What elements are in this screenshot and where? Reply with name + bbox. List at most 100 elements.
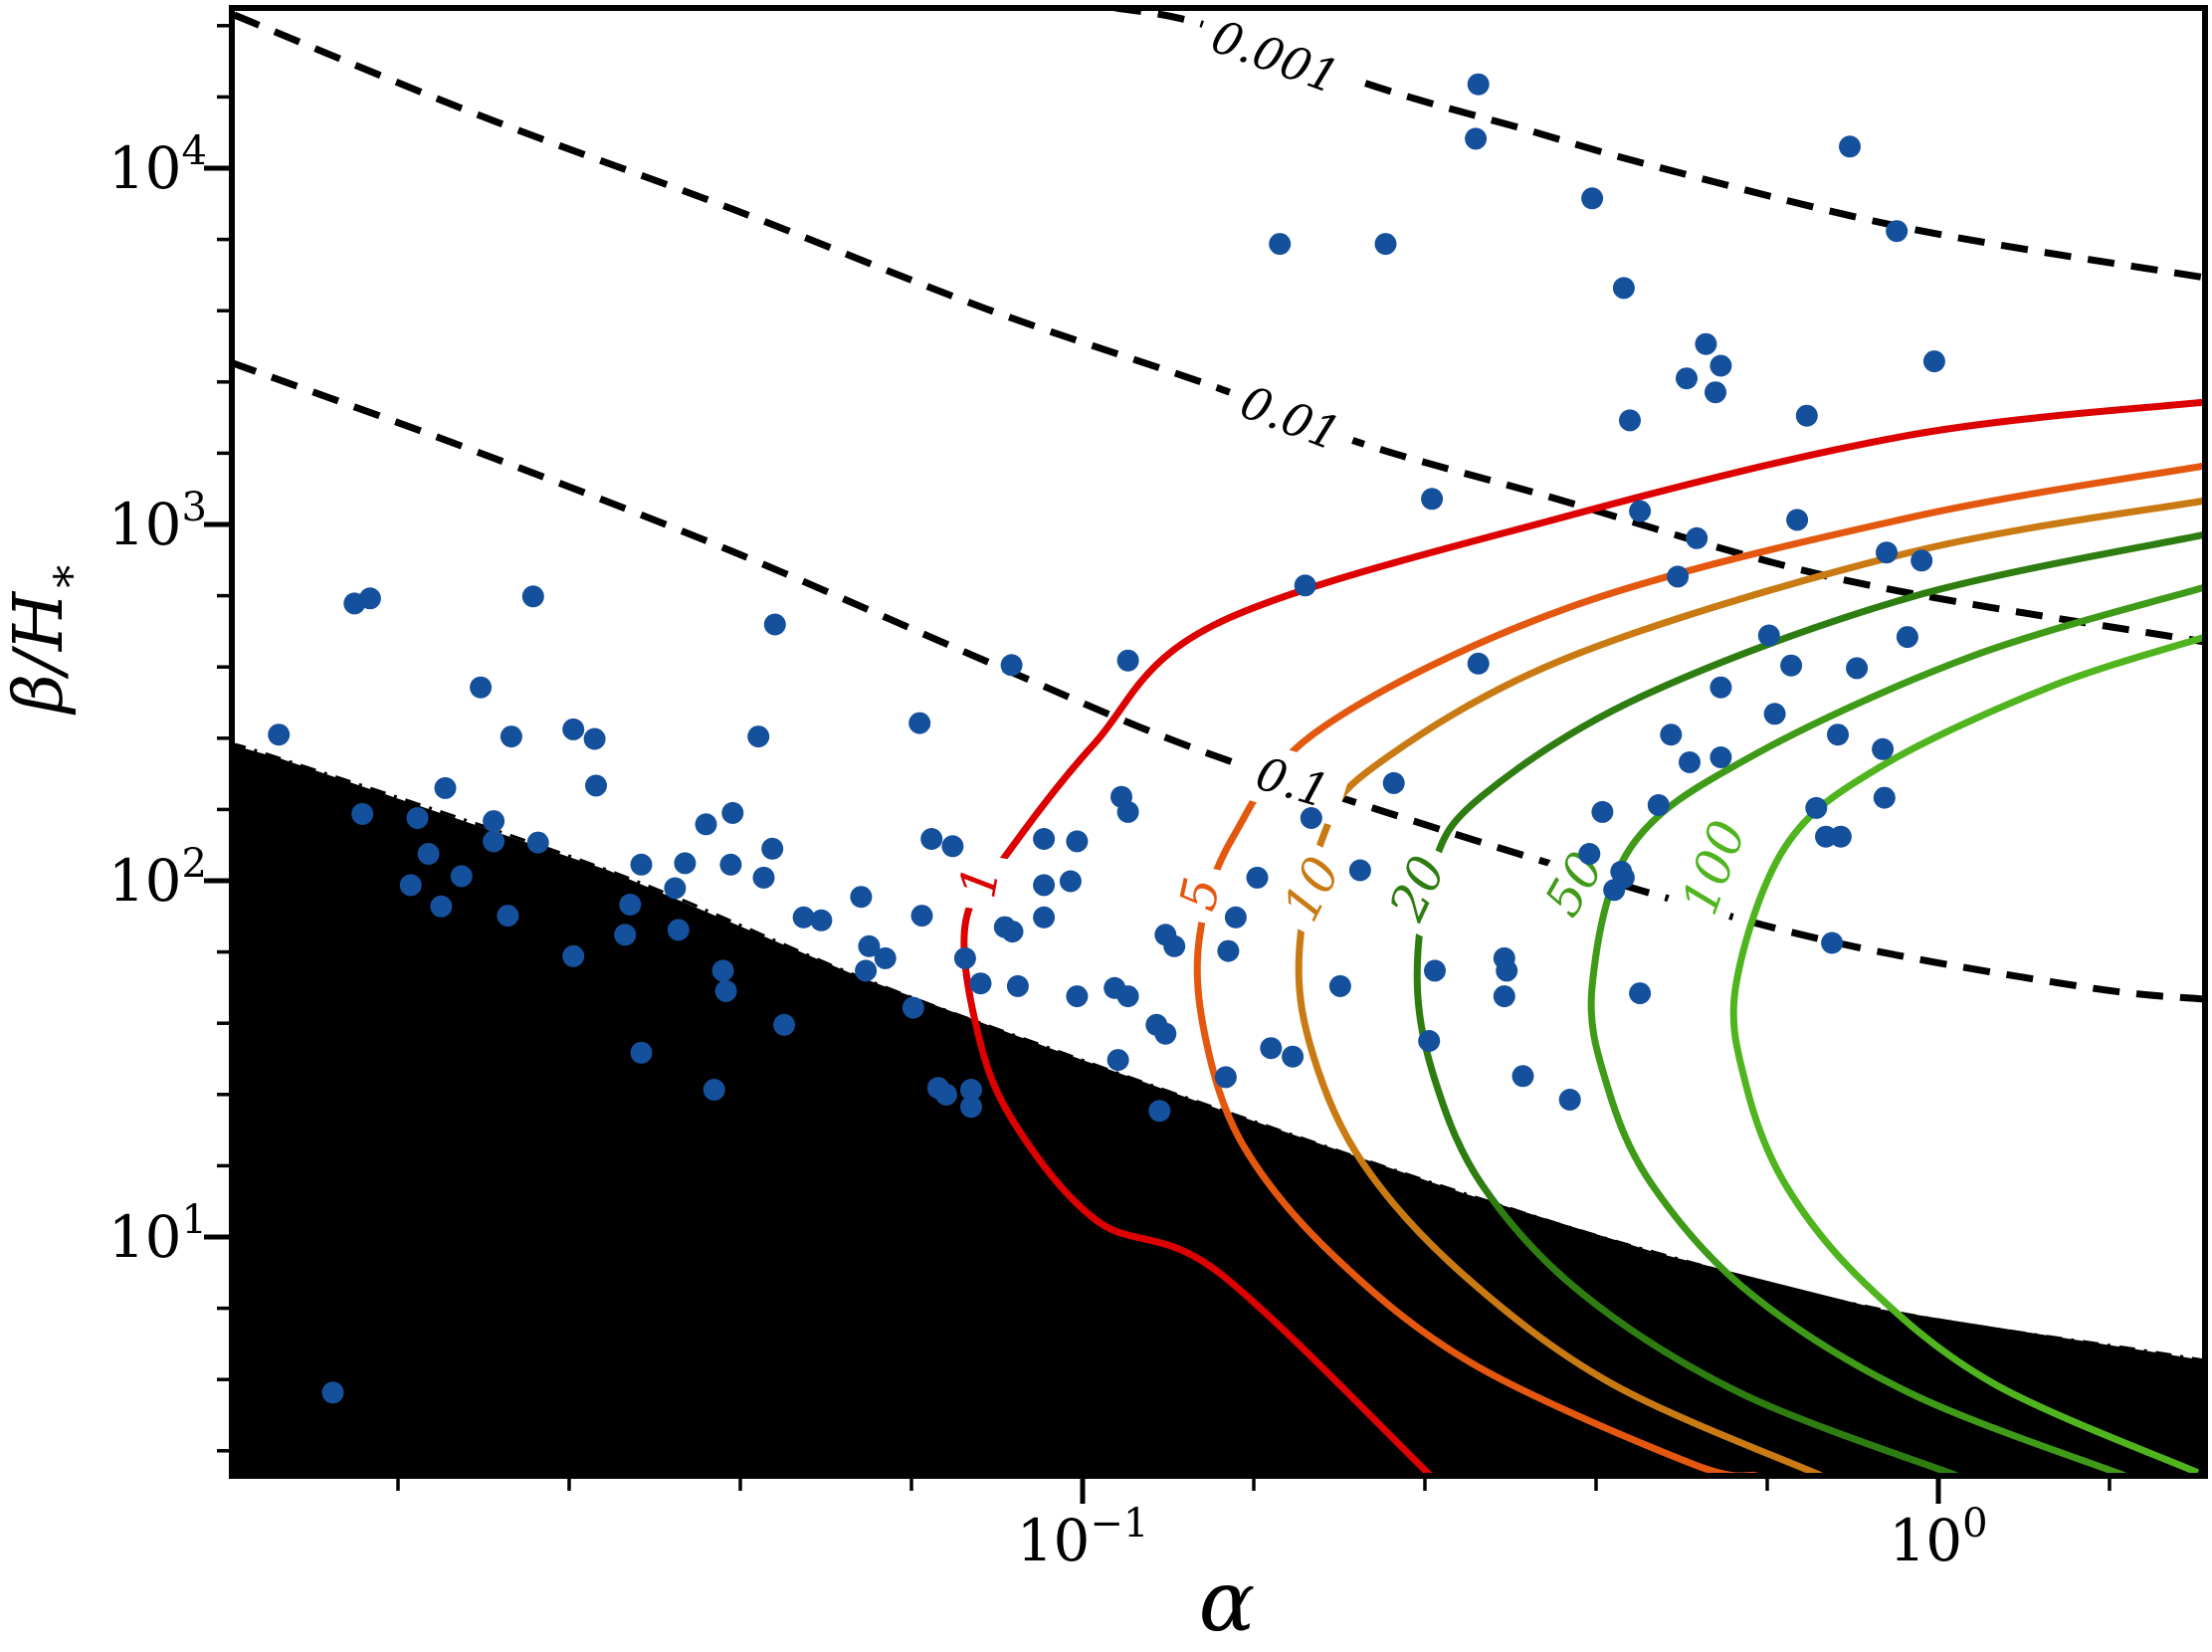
scatter-point — [406, 807, 429, 829]
scatter-point — [1846, 657, 1869, 680]
scatter-point — [1033, 906, 1056, 929]
scatter-point — [1006, 974, 1029, 997]
scatter-point — [935, 1083, 957, 1106]
scatter-point — [1116, 649, 1139, 672]
scatter-point — [711, 959, 734, 982]
scatter-point — [1382, 771, 1405, 794]
scatter-point — [1910, 549, 1933, 572]
scatter-point — [1260, 1037, 1283, 1060]
scatter-point — [792, 906, 815, 929]
scatter-point — [761, 837, 784, 860]
scatter-point — [752, 866, 775, 889]
scatter-point — [1424, 959, 1446, 982]
scatter-point — [1886, 220, 1909, 243]
dashed-contour-0.001 — [1113, 8, 2205, 282]
scatter-point — [1374, 233, 1397, 256]
scatter-point — [908, 712, 931, 734]
scatter-point — [1059, 870, 1082, 893]
scatter-point — [1496, 959, 1518, 982]
scatter-point — [1612, 866, 1635, 889]
scatter-point — [960, 1079, 982, 1101]
scatter-point — [1667, 565, 1690, 588]
scatter-point — [1629, 500, 1652, 522]
scatter-point — [1246, 866, 1269, 889]
scatter-point — [1348, 859, 1371, 882]
scatter-point — [747, 725, 770, 748]
scatter-point — [1033, 874, 1056, 897]
scatter-point — [674, 852, 697, 875]
scatter-point — [1805, 796, 1828, 819]
scatter-point — [1795, 404, 1818, 427]
scatter-point — [910, 905, 933, 928]
scatter-point — [268, 723, 291, 746]
scatter-point — [1467, 73, 1490, 96]
scatter-point — [1294, 574, 1316, 597]
scatter-point — [1154, 1022, 1177, 1045]
scatter-point — [855, 959, 878, 982]
scatter-point — [714, 979, 737, 1002]
scatter-point — [1282, 1045, 1305, 1068]
scatter-point — [695, 813, 717, 836]
contour-label-5: 5 — [1162, 860, 1237, 928]
scatter-point — [1224, 906, 1247, 929]
excluded-region — [232, 744, 2205, 1476]
solid-contour-50 — [1587, 583, 2205, 1476]
scatter-point — [630, 1041, 653, 1064]
scatter-point — [1558, 1089, 1581, 1111]
scatter-point — [953, 946, 976, 969]
scatter-point — [1873, 786, 1896, 809]
scatter-point — [1116, 985, 1139, 1008]
contour-label-1: 1 — [942, 849, 1016, 915]
scatter-point — [1922, 350, 1945, 373]
scatter-point — [434, 776, 457, 799]
scatter-point — [417, 843, 440, 865]
solid-contour-20 — [1413, 530, 2205, 1476]
scatter-point — [562, 944, 585, 967]
scatter-point — [399, 874, 422, 897]
scatter-point — [1300, 807, 1322, 829]
scatter-point — [941, 835, 964, 858]
scatter-point — [1786, 509, 1809, 531]
scatter-point — [1066, 985, 1089, 1008]
scatter-point — [703, 1079, 725, 1101]
scatter-point — [1709, 354, 1732, 377]
scatter-point — [1676, 367, 1698, 390]
scatter-point — [1686, 526, 1709, 549]
scatter-point — [1033, 828, 1056, 850]
scatter-point — [1581, 187, 1604, 210]
scatter-point — [1780, 654, 1803, 677]
scatter-point — [1511, 1065, 1534, 1088]
scatter-point — [483, 810, 505, 833]
scatter-point — [1612, 277, 1635, 300]
scatter-point — [719, 853, 742, 876]
scatter-point — [1876, 541, 1898, 564]
scatter-point — [450, 865, 473, 888]
scatter-point — [430, 895, 453, 918]
scatter-point — [562, 718, 585, 740]
scatter-point — [470, 676, 493, 699]
dashed-contour-0.01 — [233, 11, 2205, 646]
scatter-point — [1695, 332, 1717, 355]
x-axis-title: α — [1199, 1552, 1256, 1648]
scatter-point — [1148, 1100, 1171, 1123]
scatter-point — [1757, 624, 1780, 647]
scatter-point — [1163, 934, 1186, 957]
scatter-point — [526, 831, 549, 854]
scatter-point — [483, 830, 505, 853]
scatter-point — [969, 972, 992, 995]
scatter-point — [521, 585, 544, 608]
scatter-point — [358, 587, 381, 610]
solid-contour-100 — [1729, 633, 2205, 1476]
scatter-point — [1839, 135, 1861, 158]
scatter-point — [1493, 985, 1515, 1008]
scatter-point — [1578, 843, 1601, 865]
scatter-point — [1214, 1066, 1237, 1089]
scatter-point — [1000, 654, 1023, 677]
scatter-point — [585, 774, 607, 797]
scatter-point — [1066, 830, 1089, 853]
scatter-point — [1328, 974, 1351, 997]
scatter-point — [619, 894, 642, 916]
scatter-point — [664, 877, 687, 900]
scatter-point — [902, 996, 924, 1019]
